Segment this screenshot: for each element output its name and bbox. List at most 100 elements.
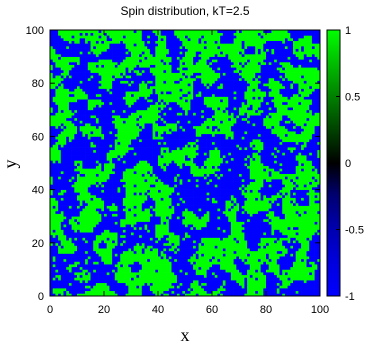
heatmap-cell <box>241 176 245 180</box>
heatmap-cell <box>66 229 70 233</box>
heatmap-cell <box>171 288 175 292</box>
heatmap-cell <box>279 250 283 254</box>
heatmap-cell <box>247 266 251 270</box>
heatmap-cell <box>95 208 99 212</box>
heatmap-cell <box>160 184 164 188</box>
heatmap-cell <box>101 194 105 198</box>
heatmap-cell <box>155 245 159 249</box>
heatmap-cell <box>93 218 97 222</box>
heatmap-cell <box>263 277 267 281</box>
heatmap-cell <box>239 266 243 270</box>
heatmap-cell <box>190 237 194 241</box>
heatmap-cell <box>222 213 226 217</box>
heatmap-cell <box>271 274 275 278</box>
heatmap-cell <box>60 216 64 220</box>
heatmap-cell <box>276 242 280 246</box>
heatmap-cell <box>166 189 170 193</box>
heatmap-cell <box>93 274 97 278</box>
heatmap-cell <box>79 234 83 238</box>
heatmap-cell <box>209 258 213 262</box>
heatmap-cell <box>220 285 224 289</box>
heatmap-cell <box>279 280 283 284</box>
heatmap-cell <box>233 269 237 273</box>
heatmap-cell <box>122 264 126 268</box>
heatmap-cell <box>182 282 186 286</box>
heatmap-cell <box>141 197 145 201</box>
heatmap-cell <box>249 277 253 281</box>
heatmap-cell <box>257 232 261 236</box>
heatmap-cell <box>247 272 251 276</box>
heatmap-cell <box>52 245 56 249</box>
heatmap-cell <box>117 288 121 292</box>
heatmap-cell <box>190 224 194 228</box>
heatmap-cell <box>182 232 186 236</box>
heatmap-cell <box>141 272 145 276</box>
heatmap-cell <box>293 178 297 182</box>
heatmap-cell <box>233 210 237 214</box>
heatmap-cell <box>263 202 267 206</box>
heatmap-cell <box>239 277 243 281</box>
heatmap-cell <box>179 184 183 188</box>
heatmap-cell <box>212 200 216 204</box>
heatmap-cell <box>271 290 275 294</box>
heatmap-cell <box>301 200 305 204</box>
heatmap-cell <box>249 272 253 276</box>
heatmap-cell <box>257 282 261 286</box>
heatmap-cell <box>198 293 202 297</box>
heatmap-cell <box>144 250 148 254</box>
heatmap-cell <box>309 213 313 217</box>
heatmap-cell <box>104 181 108 185</box>
heatmap-cell <box>152 280 156 284</box>
heatmap-cell <box>71 266 75 270</box>
heatmap-cell <box>50 293 54 297</box>
heatmap-cell <box>209 250 213 254</box>
heatmap-cell <box>163 192 167 196</box>
heatmap-cell <box>287 216 291 220</box>
heatmap-cell <box>149 202 153 206</box>
heatmap-cell <box>68 288 72 292</box>
heatmap-cell <box>112 240 116 244</box>
heatmap-cell <box>263 205 267 209</box>
heatmap-cell <box>230 253 234 257</box>
heatmap-cell <box>52 269 56 273</box>
heatmap-cell <box>287 163 291 167</box>
heatmap-cell <box>295 264 299 268</box>
heatmap-cell <box>290 256 294 260</box>
heatmap-cell <box>82 282 86 286</box>
heatmap-cell <box>314 237 318 241</box>
heatmap-cell <box>179 213 183 217</box>
heatmap-cell <box>182 293 186 297</box>
heatmap-cell <box>122 280 126 284</box>
heatmap-cell <box>168 269 172 273</box>
heatmap-cell <box>125 173 129 177</box>
heatmap-cell <box>282 163 286 167</box>
heatmap-cell <box>125 280 129 284</box>
heatmap-cell <box>160 293 164 297</box>
heatmap-cell <box>122 258 126 262</box>
heatmap-cell <box>293 224 297 228</box>
heatmap-cell <box>239 293 243 297</box>
heatmap-cell <box>179 178 183 182</box>
heatmap-cell <box>117 181 121 185</box>
heatmap-cell <box>260 197 264 201</box>
heatmap-cell <box>298 280 302 284</box>
heatmap-cell <box>166 293 170 297</box>
heatmap-cell <box>268 200 272 204</box>
heatmap-cell <box>82 163 86 167</box>
heatmap-cell <box>87 192 91 196</box>
heatmap-cell <box>68 256 72 260</box>
heatmap-cell <box>198 192 202 196</box>
heatmap-cell <box>144 210 148 214</box>
heatmap-cell <box>271 197 275 201</box>
heatmap-cell <box>63 264 67 268</box>
heatmap-cell <box>309 216 313 220</box>
heatmap-cell <box>74 290 78 294</box>
heatmap-cell <box>109 234 113 238</box>
heatmap-cell <box>263 258 267 262</box>
heatmap-cell <box>93 242 97 246</box>
heatmap-cell <box>198 274 202 278</box>
heatmap-cell <box>203 245 207 249</box>
heatmap-cell <box>247 213 251 217</box>
heatmap-cell <box>266 280 270 284</box>
heatmap-cell <box>147 264 151 268</box>
